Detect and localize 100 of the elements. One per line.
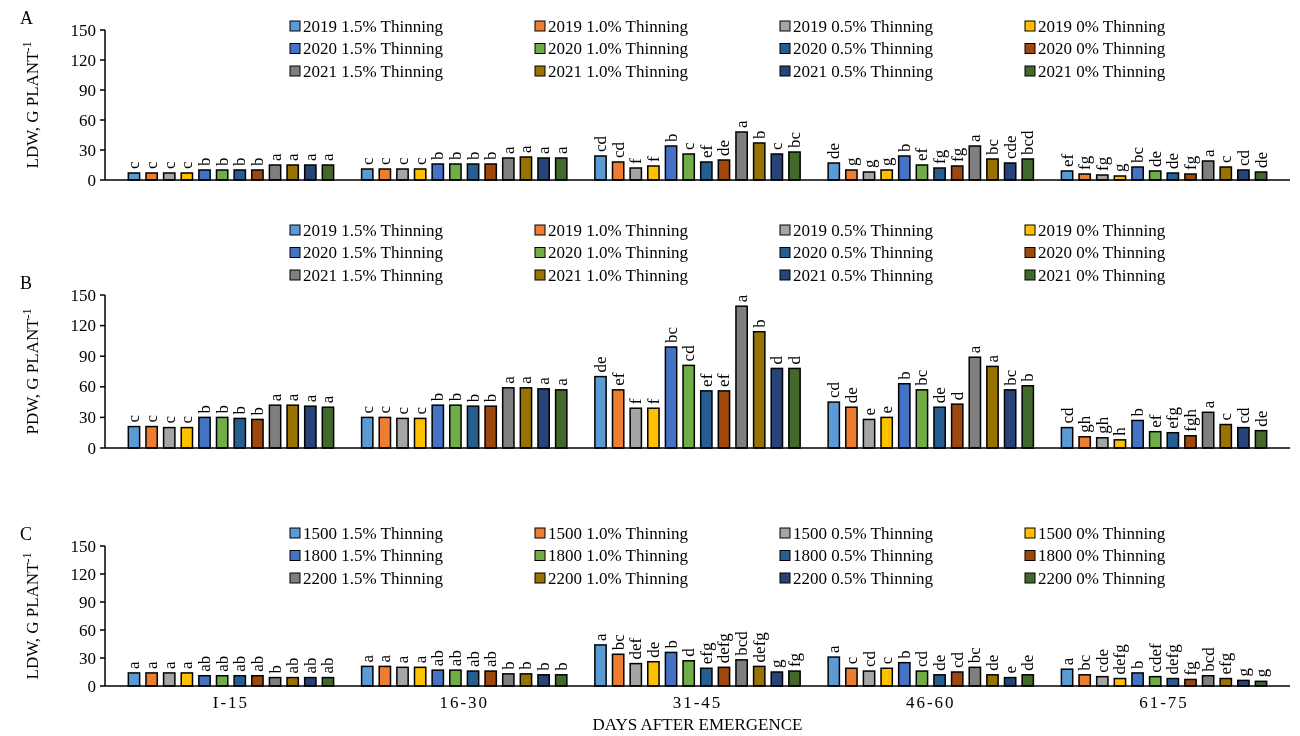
data-label: defg [749, 631, 769, 663]
data-label: b [894, 650, 914, 659]
data-label: a [410, 655, 430, 664]
data-label: ab [428, 650, 448, 667]
legend-label: 1800 0% Thinning [1038, 546, 1166, 565]
data-label: ef [714, 373, 734, 387]
legend-label: 2021 0% Thinning [1038, 61, 1166, 81]
data-label: a [265, 153, 285, 161]
data-label: de [714, 139, 734, 156]
data-label: bc [661, 326, 681, 344]
data-label: b [749, 130, 769, 139]
legend-label: 2020 0.5% Thinning [793, 39, 934, 58]
data-label: c [375, 157, 395, 165]
data-label: bc [1000, 369, 1020, 386]
y-tick-label: 90 [79, 80, 96, 100]
data-label: de [1251, 410, 1271, 427]
data-label: a [591, 632, 611, 641]
data-label: e [877, 405, 897, 414]
data-label: de [643, 641, 663, 658]
x-axis-title: DAYS AFTER EMERGENCE [592, 715, 803, 734]
data-label: g [1233, 667, 1253, 677]
data-label: a [498, 146, 518, 154]
legend-label: 2200 0.5% Thinning [793, 568, 934, 588]
legend-label: 2019 1.0% Thinning [548, 16, 689, 36]
data-label: d [767, 355, 787, 365]
legend-label: 2021 1.5% Thinning [303, 61, 444, 81]
data-label: ab [212, 655, 232, 672]
data-label: b [481, 393, 501, 403]
data-label: g [841, 157, 861, 166]
data-label: cd [1233, 407, 1253, 424]
data-label: b [894, 371, 914, 380]
data-label: b [445, 151, 465, 160]
legend-label: 1800 0.5% Thinning [793, 546, 934, 565]
data-label: a [357, 654, 377, 663]
y-tick-label: 120 [70, 50, 96, 70]
data-label: a [300, 394, 320, 403]
data-label: de [930, 387, 950, 404]
data-label: b [1128, 407, 1148, 417]
data-label: b [445, 392, 465, 402]
x-tick-label: I-15 [212, 693, 250, 712]
data-label: b [534, 662, 554, 671]
data-label: c [1216, 155, 1236, 163]
data-label: a [551, 377, 571, 386]
legend-label: 2021 0% Thinning [1038, 265, 1166, 285]
chart-title: C [20, 524, 33, 544]
data-label: b [498, 661, 518, 670]
y-tick-label: 30 [79, 407, 96, 427]
data-label: cd [824, 381, 844, 399]
data-label: fg [930, 149, 950, 164]
data-label: a [142, 660, 162, 669]
data-label: a [283, 153, 303, 161]
data-label: b [230, 405, 250, 415]
legend-label: 2200 0% Thinning [1038, 568, 1166, 588]
data-label: c [877, 656, 897, 665]
data-label: a [516, 145, 536, 153]
data-label: c [393, 406, 413, 415]
data-label: c [679, 142, 699, 150]
legend-label: 2019 1.5% Thinning [303, 220, 444, 240]
y-tick-label: 60 [79, 377, 96, 397]
x-tick-label: 61-75 [1139, 693, 1189, 712]
data-label: cd [859, 650, 879, 668]
data-label: a [375, 654, 395, 663]
data-label: a [824, 645, 844, 654]
data-label: a [534, 376, 554, 385]
data-label: bc [1075, 654, 1095, 671]
data-label: de [1163, 152, 1183, 169]
chart-title: A [20, 8, 33, 28]
data-label: cde [1000, 135, 1020, 159]
data-label: a [283, 393, 303, 402]
data-label: a [982, 354, 1002, 363]
data-label: b [463, 393, 483, 403]
data-label: b [230, 157, 250, 166]
legend-label: 2019 0% Thinning [1038, 220, 1166, 240]
y-tick-label: 60 [79, 620, 96, 640]
y-tick-label: 120 [70, 316, 96, 336]
data-label: fg [1180, 660, 1200, 676]
data-label: ab [195, 655, 215, 672]
data-label: e [859, 407, 879, 416]
data-label: b [265, 665, 285, 674]
data-label: efg [696, 642, 716, 665]
data-label: de [824, 142, 844, 159]
data-label: de [1251, 151, 1271, 168]
legend-label: 2021 0.5% Thinning [793, 265, 934, 285]
y-tick-label: 90 [79, 592, 96, 612]
x-tick-label: 16-30 [439, 693, 490, 712]
data-label: ef [608, 372, 628, 386]
data-label: a [318, 153, 338, 161]
legend-label: 1500 0.5% Thinning [793, 523, 934, 543]
data-label: de [1018, 654, 1038, 671]
data-label: ef [912, 147, 932, 161]
data-label: b [894, 143, 914, 152]
data-label: b [195, 157, 215, 166]
data-label: g [767, 659, 787, 668]
data-label: a [1057, 657, 1077, 666]
y-tick-label: 0 [87, 676, 96, 696]
data-label: a [551, 146, 571, 154]
data-label: cd [679, 344, 699, 362]
y-tick-label: 150 [70, 285, 96, 305]
legend-label: 2021 1.0% Thinning [548, 265, 689, 285]
legend-label: 2019 0.5% Thinning [793, 16, 934, 36]
